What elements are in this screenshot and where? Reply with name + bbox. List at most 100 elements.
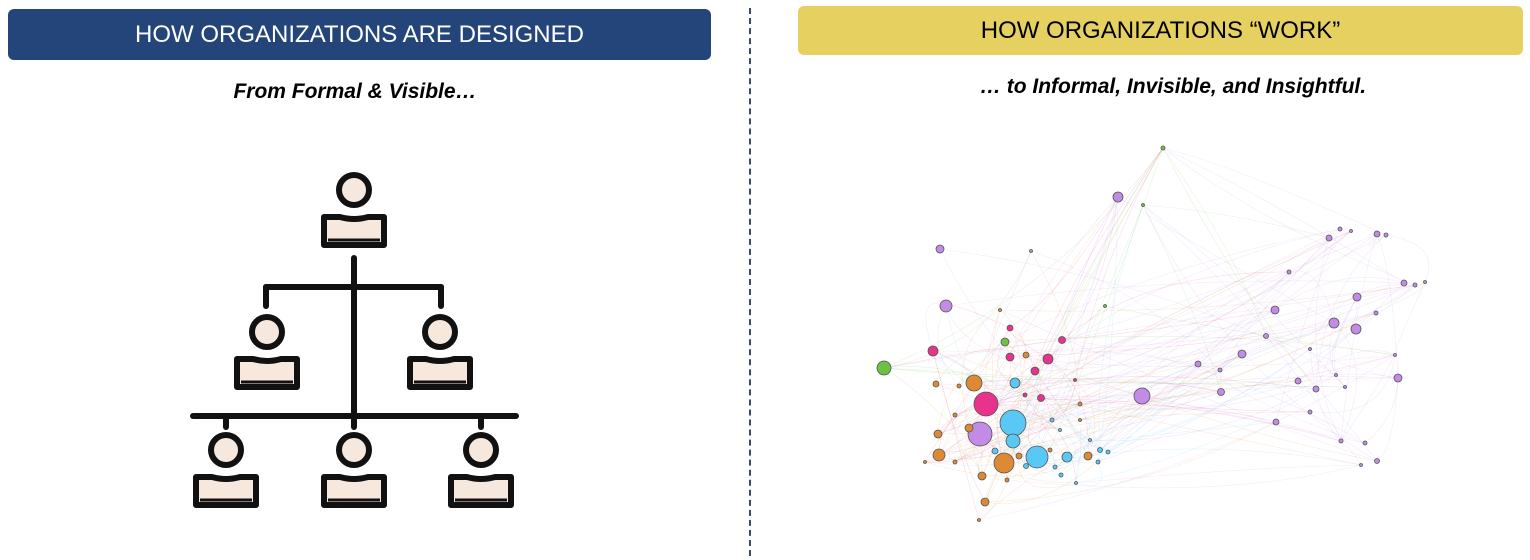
- network-edge: [883, 147, 1164, 369]
- network-edge: [932, 350, 1109, 453]
- network-edge: [883, 339, 1063, 369]
- network-edge: [1054, 429, 1076, 468]
- network-edge: [1376, 233, 1399, 379]
- network-edge: [1034, 147, 1164, 372]
- right-header-text: HOW ORGANIZATIONS “WORK”: [980, 16, 1341, 44]
- network-edge: [1368, 233, 1387, 247]
- network-edge: [1025, 354, 1378, 462]
- network-node: [1029, 249, 1033, 253]
- network-edge: [981, 309, 1001, 477]
- network-edge: [1117, 196, 1335, 324]
- network-edge: [1068, 403, 1101, 451]
- network-edge: [984, 147, 1164, 503]
- network-edge: [1075, 464, 1362, 484]
- network-edge: [924, 354, 1396, 463]
- network-edge: [1142, 204, 1378, 462]
- network-node: [1160, 145, 1166, 151]
- network-node: [1312, 385, 1320, 393]
- network-edge: [1331, 296, 1358, 376]
- network-node: [1393, 373, 1403, 383]
- network-node: [1083, 451, 1093, 461]
- network-edge: [932, 350, 980, 521]
- network-edge: [883, 367, 1299, 384]
- network-edge: [1274, 277, 1405, 311]
- network-edge: [1335, 373, 1399, 379]
- network-edge: [1364, 377, 1399, 444]
- network-edge: [1024, 147, 1164, 396]
- network-node: [1105, 449, 1111, 455]
- network-node: [1383, 232, 1389, 238]
- network-node: [1359, 463, 1363, 467]
- network-edge: [1047, 228, 1341, 360]
- network-edge: [994, 421, 1277, 452]
- network-edge: [1079, 374, 1337, 410]
- network-edge: [1297, 350, 1396, 382]
- network-node: [952, 459, 958, 465]
- network-node: [1373, 310, 1379, 316]
- network-node: [1334, 373, 1338, 377]
- network-node: [1095, 459, 1101, 465]
- network-edge: [932, 350, 1027, 467]
- network-edge: [1075, 445, 1109, 484]
- network-node: [1286, 269, 1292, 275]
- network-edge: [1061, 309, 1276, 341]
- network-edge: [1054, 284, 1416, 468]
- network-node: [1270, 305, 1280, 315]
- network-edge: [954, 312, 1377, 463]
- network-node: [1049, 417, 1055, 423]
- network-node: [1073, 378, 1077, 382]
- network-node: [965, 374, 983, 392]
- network-edge: [1066, 230, 1352, 458]
- network-node: [1009, 377, 1021, 389]
- network-edge: [1087, 237, 1330, 457]
- network-edge: [1297, 282, 1405, 382]
- network-edge: [924, 397, 1042, 463]
- network-edge: [938, 230, 1352, 456]
- network-edge: [1098, 204, 1144, 451]
- network-edge: [1012, 379, 1076, 442]
- network-edge: [1034, 312, 1377, 372]
- network-edge: [932, 350, 1038, 458]
- network-node: [1374, 458, 1380, 464]
- network-node: [980, 497, 990, 507]
- network-edge: [1340, 233, 1378, 442]
- network-edge: [1275, 228, 1341, 423]
- network-edge: [932, 350, 986, 503]
- network-node: [927, 345, 939, 357]
- network-edge: [1009, 196, 1119, 329]
- network-node: [1133, 387, 1151, 405]
- network-edge: [1053, 437, 1091, 468]
- network-edge: [1079, 411, 1311, 421]
- network-edge: [1394, 281, 1426, 356]
- network-node: [973, 391, 999, 417]
- network-edge: [1107, 363, 1199, 453]
- network-node: [1393, 353, 1397, 357]
- network-edge: [1018, 354, 1042, 457]
- network-edge: [1079, 377, 1399, 421]
- network-node: [1103, 304, 1107, 308]
- network-node: [1005, 433, 1021, 449]
- network-node: [1061, 451, 1073, 463]
- network-edge: [1004, 341, 1089, 457]
- network-edge: [1006, 464, 1362, 489]
- network-edge: [1162, 147, 1317, 390]
- network-edge: [1051, 309, 1276, 421]
- network-edge: [935, 348, 1027, 385]
- network-edge: [1036, 196, 1119, 458]
- network-edge: [1097, 369, 1221, 463]
- network-node: [1042, 353, 1054, 365]
- network-edge: [1030, 250, 1221, 371]
- network-node: [1349, 229, 1353, 233]
- network-edge: [1288, 270, 1335, 324]
- network-node: [1077, 401, 1083, 407]
- network-node: [1343, 385, 1347, 389]
- network-edge: [932, 312, 1377, 352]
- network-node: [1025, 445, 1049, 469]
- network-edge: [1219, 237, 1330, 371]
- network-node: [1423, 280, 1427, 284]
- network-node: [977, 471, 987, 481]
- network-edge: [1030, 250, 1081, 405]
- network-node: [1141, 203, 1145, 207]
- network-edge: [939, 248, 1337, 376]
- network-edge: [935, 335, 1267, 386]
